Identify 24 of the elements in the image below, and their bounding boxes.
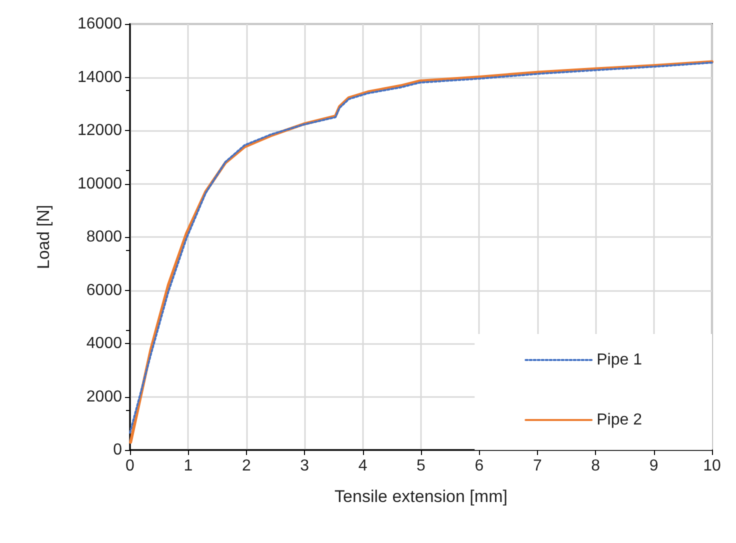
y-tick-label: 6000 <box>86 282 122 299</box>
x-tick-label: 9 <box>649 458 658 474</box>
x-tick-label: 3 <box>300 458 310 474</box>
x-tick-label: 5 <box>416 458 426 474</box>
y-tick-label: 2000 <box>86 388 122 406</box>
y-tick-label: 4000 <box>86 335 122 352</box>
y-tick-label: 14000 <box>78 68 122 86</box>
x-tick-label: 8 <box>591 458 600 474</box>
x-tick-label: 4 <box>358 458 368 474</box>
y-tick-label: 8000 <box>86 228 122 246</box>
legend-label: Pipe 1 <box>596 352 642 368</box>
legend-label: Pipe 2 <box>596 412 642 428</box>
x-tick-label: 10 <box>703 458 721 474</box>
y-axis-title: Load [N] <box>34 204 53 270</box>
y-tick-label: 10000 <box>78 175 122 192</box>
x-tick-label: 6 <box>474 458 484 474</box>
y-tick-label: 12000 <box>78 122 122 139</box>
x-tick-label: 1 <box>184 458 193 474</box>
y-tick-label: 0 <box>113 442 122 458</box>
x-tick-label: 7 <box>532 458 542 474</box>
x-tick-label: 0 <box>126 458 135 474</box>
x-axis-title: Tensile extension [mm] <box>334 487 508 506</box>
y-tick-label: 16000 <box>78 16 122 32</box>
x-tick-label: 2 <box>242 458 251 474</box>
